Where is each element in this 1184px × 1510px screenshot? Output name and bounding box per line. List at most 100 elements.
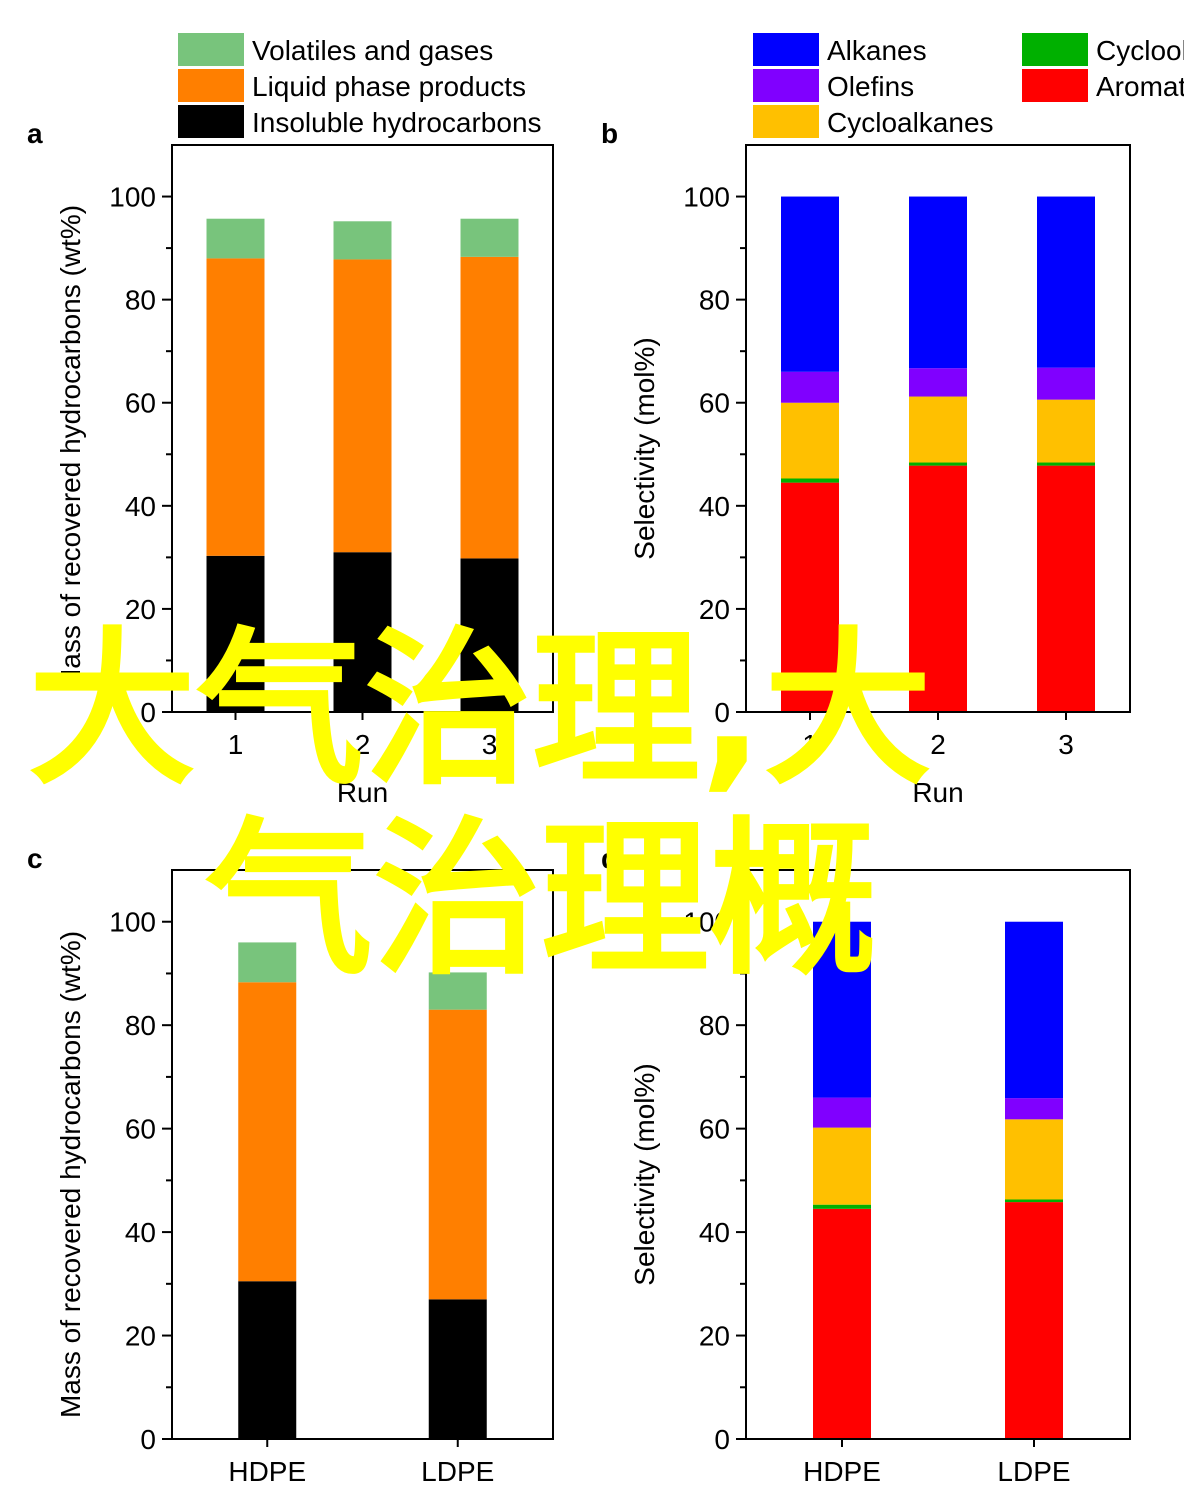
y-axis-label: Mass of recovered hydrocarbons (wt%) <box>55 931 86 1418</box>
legend-label: Cycloalkanes <box>827 107 994 138</box>
bar-segment <box>460 558 519 712</box>
legend-swatch <box>753 105 819 138</box>
bar-segment <box>1005 921 1063 1099</box>
y-tick-label: 80 <box>125 1010 156 1041</box>
y-tick-label: 40 <box>699 1217 730 1248</box>
x-tick-label: 1 <box>228 729 244 760</box>
bar-segment <box>206 258 265 556</box>
legend-label: Cycloolefins <box>1096 35 1184 66</box>
bar-segment <box>1005 1119 1063 1200</box>
bar-segment <box>1037 367 1095 400</box>
y-tick-label: 100 <box>683 907 730 938</box>
panel-label: c <box>27 843 43 874</box>
bar-segment <box>333 259 392 553</box>
y-tick-label: 40 <box>125 491 156 522</box>
y-axis-label: Selectivity (mol%) <box>629 337 660 559</box>
bar-segment <box>781 478 839 483</box>
y-tick-label: 100 <box>109 907 156 938</box>
bar-segment <box>1005 1199 1063 1203</box>
bar-segment <box>781 371 839 403</box>
y-tick-label: 60 <box>125 1114 156 1145</box>
overlay-text: 大气治理,大 <box>28 612 932 808</box>
x-tick-label: 3 <box>482 729 498 760</box>
legend-swatch <box>753 69 819 102</box>
panel-label: d <box>601 843 618 874</box>
bar-segment <box>1005 1202 1063 1439</box>
bar-segment <box>206 555 265 712</box>
y-tick-label: 80 <box>699 1010 730 1041</box>
y-tick-label: 0 <box>140 697 156 728</box>
bar-segment <box>813 1127 871 1205</box>
bar-segment <box>813 921 871 1098</box>
bar-segment <box>781 196 839 372</box>
bar-segment <box>1037 462 1095 466</box>
bar-segment <box>238 942 297 983</box>
legend-label: Volatiles and gases <box>252 35 493 66</box>
plot-frame <box>171 869 554 1440</box>
y-tick-label: 60 <box>699 1114 730 1145</box>
bar-segment <box>813 1204 871 1209</box>
bar-segment <box>813 1208 871 1439</box>
y-tick-label: 80 <box>699 285 730 316</box>
y-tick-label: 0 <box>714 697 730 728</box>
y-tick-label: 20 <box>125 594 156 625</box>
bar-segment <box>909 368 967 397</box>
x-tick-label: HDPE <box>803 1456 881 1487</box>
y-tick-label: 100 <box>683 182 730 213</box>
bar-segment <box>238 1281 297 1439</box>
y-tick-label: 20 <box>125 1321 156 1352</box>
x-tick-label: HDPE <box>228 1456 306 1487</box>
bar-segment <box>238 982 297 1282</box>
plot-frame <box>745 144 1131 713</box>
bar-segment <box>1037 465 1095 712</box>
y-tick-label: 0 <box>714 1424 730 1455</box>
bar-segment <box>909 396 967 463</box>
bar-segment <box>428 972 487 1010</box>
y-tick-label: 80 <box>125 285 156 316</box>
x-tick-label: 1 <box>802 729 818 760</box>
y-tick-label: 100 <box>109 182 156 213</box>
legend-swatch <box>753 33 819 66</box>
legend-swatch <box>1022 69 1088 102</box>
x-axis-label: Run <box>912 777 963 808</box>
plot-frame <box>171 144 554 713</box>
bar-segment <box>909 465 967 712</box>
x-tick-label: LDPE <box>997 1456 1070 1487</box>
legend-label: Liquid phase products <box>252 71 526 102</box>
legend-swatch <box>178 69 244 102</box>
legend-label: Olefins <box>827 71 914 102</box>
bar-segment <box>781 482 839 712</box>
bar-segment <box>428 1009 487 1300</box>
x-tick-label: LDPE <box>421 1456 494 1487</box>
bar-segment <box>1037 196 1095 368</box>
bar-segment <box>813 1097 871 1128</box>
bar-segment <box>1005 1098 1063 1120</box>
legend-swatch <box>1022 33 1088 66</box>
y-tick-label: 60 <box>699 388 730 419</box>
x-tick-label: 2 <box>930 729 946 760</box>
legend-label: Alkanes <box>827 35 927 66</box>
bar-segment <box>206 218 265 259</box>
bar-segment <box>781 402 839 479</box>
y-tick-label: 40 <box>699 491 730 522</box>
legend-swatch <box>178 33 244 66</box>
y-axis-label: Selectivity (mol%) <box>629 1063 660 1285</box>
bar-segment <box>460 256 519 559</box>
x-tick-label: 3 <box>1058 729 1074 760</box>
x-axis-label: Run <box>337 777 388 808</box>
bar-segment <box>460 218 519 257</box>
legend-label: Aromatics <box>1096 71 1184 102</box>
bar-segment <box>909 196 967 369</box>
y-axis-label: Mass of recovered hydrocarbons (wt%) <box>55 205 86 692</box>
y-tick-label: 0 <box>140 1424 156 1455</box>
x-tick-label: 2 <box>355 729 371 760</box>
bar-segment <box>1037 399 1095 463</box>
legend-label: Insoluble hydrocarbons <box>252 107 542 138</box>
bar-segment <box>333 221 392 260</box>
bar-segment <box>333 552 392 712</box>
plot-frame <box>745 869 1131 1440</box>
overlay-text: 气治理概 <box>205 802 877 998</box>
bar-segment <box>909 462 967 466</box>
